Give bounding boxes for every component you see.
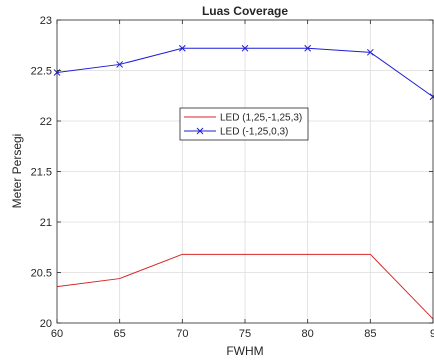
- y-tick-label: 23: [40, 15, 52, 27]
- x-tick-label: 9: [430, 328, 434, 340]
- marker-stroke: [304, 44, 312, 52]
- marker-stroke: [241, 44, 249, 52]
- y-axis-label: Meter Persegi: [10, 134, 24, 209]
- data-point-marker: [241, 44, 249, 52]
- y-tick-label: 20.5: [31, 268, 52, 280]
- x-tick-label: 85: [364, 328, 376, 340]
- y-tick-label: 21.5: [31, 167, 52, 179]
- legend-marker-stroke: [196, 127, 204, 135]
- marker-stroke: [178, 44, 186, 52]
- x-tick-label: 65: [114, 328, 126, 340]
- legend-label-2: LED (-1,25,0,3): [220, 127, 288, 138]
- x-tick-label: 60: [51, 328, 63, 340]
- data-point-marker: [178, 44, 186, 52]
- grid-lines: [57, 20, 433, 323]
- x-axis-label: FWHM: [226, 344, 263, 358]
- legend-box: [179, 107, 309, 141]
- x-tick-label: 75: [239, 328, 251, 340]
- y-tick-label: 22.5: [31, 66, 52, 78]
- data-point-marker: [116, 61, 124, 68]
- marker-stroke: [366, 48, 374, 56]
- marker-stroke: [116, 61, 124, 68]
- chart-title: Luas Coverage: [202, 4, 288, 18]
- data-point-marker: [366, 48, 374, 56]
- series-line-1: [56, 253, 434, 320]
- axis-ticks: 60 65 70 75 80 85 9 20 20.5 21 21.5 22 22.5 23: [31, 15, 434, 340]
- series-group: [53, 44, 434, 320]
- data-point-marker: [304, 44, 312, 52]
- y-tick-label: 22: [40, 116, 52, 128]
- x-tick-label: 70: [176, 328, 188, 340]
- y-tick-label: 21: [40, 217, 52, 229]
- x-tick-label: 80: [302, 328, 314, 340]
- y-tick-label: 20: [40, 318, 52, 330]
- legend: LED (1,25,-1,25,3) LED (-1,25,0,3): [179, 107, 309, 141]
- legend-label-1: LED (1,25,-1,25,3): [220, 113, 302, 124]
